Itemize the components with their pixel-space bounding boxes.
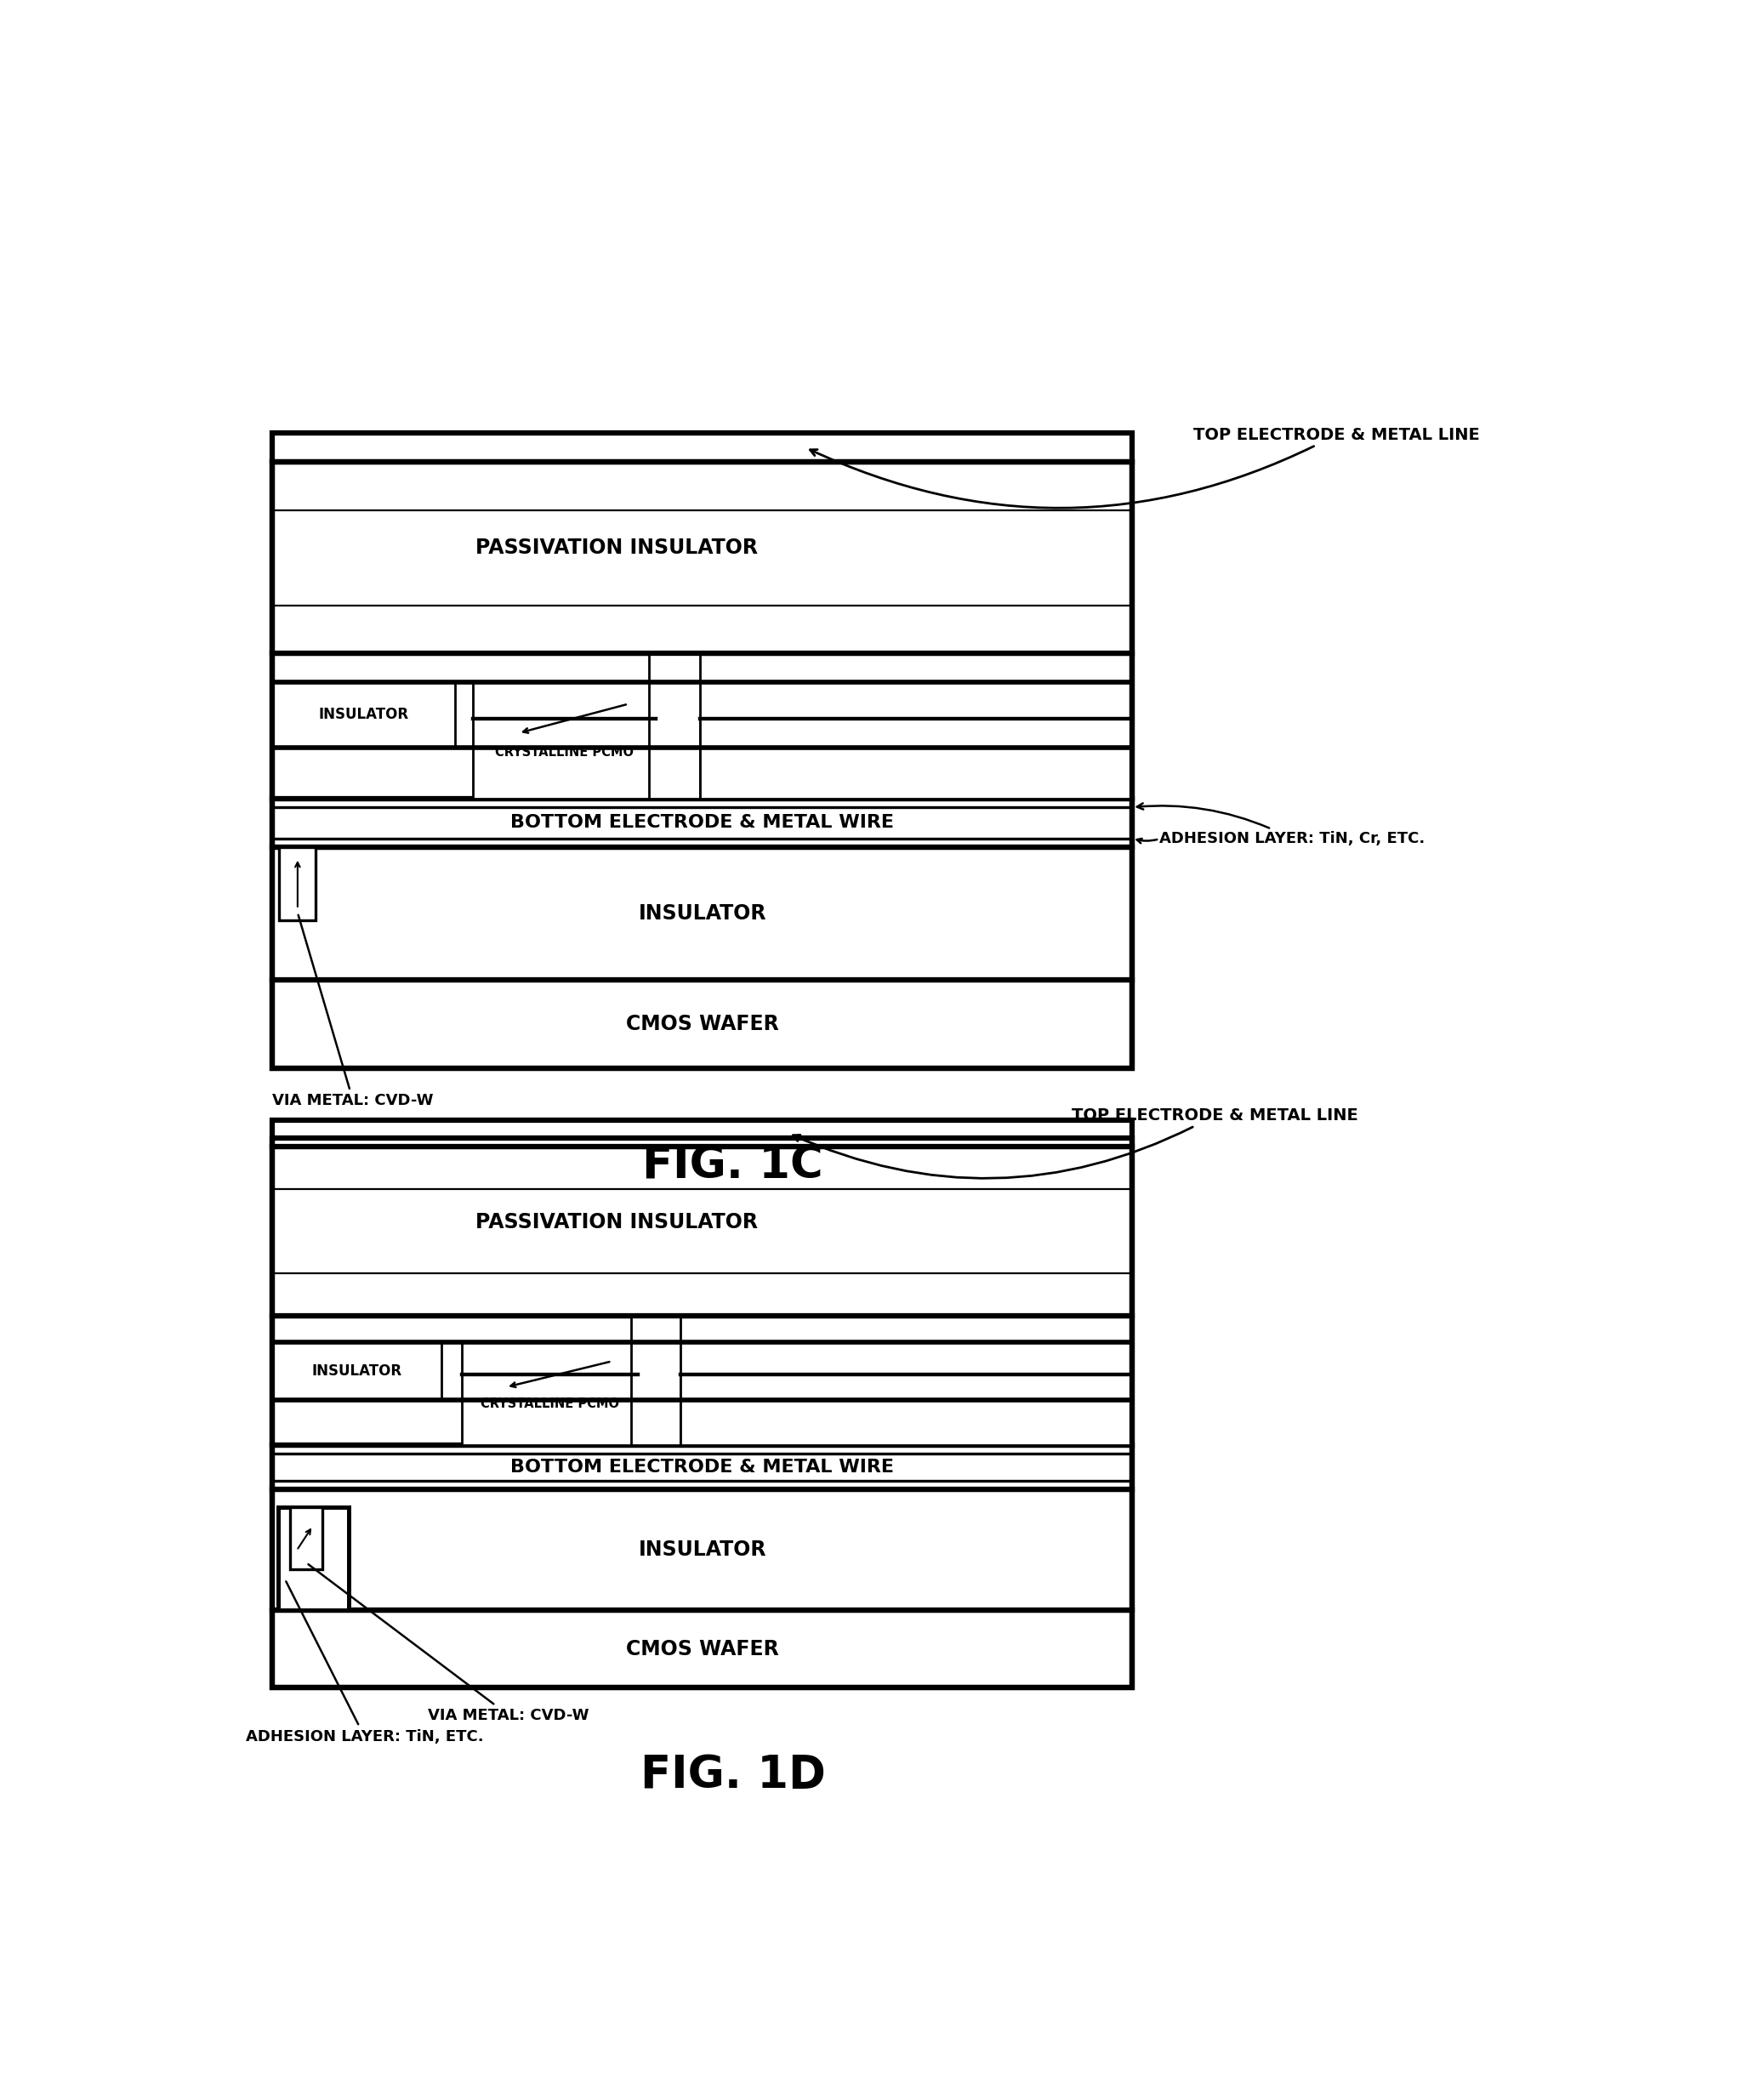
Bar xyxy=(273,1138,1132,1688)
Text: INSULATOR: INSULATOR xyxy=(638,903,767,924)
Text: TOP ELECTRODE & METAL LINE: TOP ELECTRODE & METAL LINE xyxy=(811,426,1480,508)
Text: PASSIVATION INSULATOR: PASSIVATION INSULATOR xyxy=(475,1212,758,1233)
Text: FIG. 1C: FIG. 1C xyxy=(643,1144,823,1189)
Bar xyxy=(273,979,1132,1069)
Bar xyxy=(273,462,1132,1069)
Text: ADHESION LAYER: TiN, ETC.: ADHESION LAYER: TiN, ETC. xyxy=(245,1581,484,1745)
Bar xyxy=(280,846,316,920)
Bar xyxy=(463,1342,638,1445)
Text: CRYSTALLINE PCMO: CRYSTALLINE PCMO xyxy=(494,746,634,758)
Bar xyxy=(273,433,1132,462)
Text: PASSIVATION INSULATOR: PASSIVATION INSULATOR xyxy=(475,538,758,559)
Bar xyxy=(473,682,655,798)
Text: CMOS WAFER: CMOS WAFER xyxy=(625,1014,779,1035)
Text: INSULATOR: INSULATOR xyxy=(313,1363,402,1378)
Bar xyxy=(273,1147,1132,1317)
Text: VIA METAL: CVD-W: VIA METAL: CVD-W xyxy=(307,1564,589,1722)
Bar xyxy=(290,1508,323,1569)
Bar xyxy=(273,1445,1132,1489)
Text: INSULATOR: INSULATOR xyxy=(318,708,409,722)
Bar xyxy=(273,798,1132,846)
Bar xyxy=(273,653,1132,798)
Bar xyxy=(273,1489,1132,1611)
Bar xyxy=(273,1317,1132,1445)
Bar xyxy=(273,1611,1132,1688)
Bar xyxy=(273,682,456,748)
Bar xyxy=(278,1508,348,1611)
Bar xyxy=(701,718,1132,798)
Bar xyxy=(273,1119,1132,1147)
Bar xyxy=(631,1317,680,1445)
Bar xyxy=(648,653,701,798)
Text: VIA METAL: CVD-W: VIA METAL: CVD-W xyxy=(273,916,433,1109)
Text: BOTTOM ELECTRODE & METAL WIRE: BOTTOM ELECTRODE & METAL WIRE xyxy=(510,1459,894,1476)
Text: BOTTOM ELECTRODE & METAL WIRE: BOTTOM ELECTRODE & METAL WIRE xyxy=(510,815,894,832)
Text: CRYSTALLINE PCMO: CRYSTALLINE PCMO xyxy=(480,1399,620,1411)
Bar xyxy=(680,1373,1132,1445)
Bar xyxy=(273,846,1132,979)
Text: CMOS WAFER: CMOS WAFER xyxy=(625,1638,779,1659)
Text: FIG. 1D: FIG. 1D xyxy=(639,1753,826,1798)
Text: TOP ELECTRODE & METAL LINE: TOP ELECTRODE & METAL LINE xyxy=(793,1107,1357,1178)
Text: INSULATOR: INSULATOR xyxy=(638,1539,767,1560)
Bar xyxy=(273,462,1132,653)
Text: ADHESION LAYER: TiN, Cr, ETC.: ADHESION LAYER: TiN, Cr, ETC. xyxy=(1137,804,1426,846)
Bar xyxy=(273,1342,442,1401)
